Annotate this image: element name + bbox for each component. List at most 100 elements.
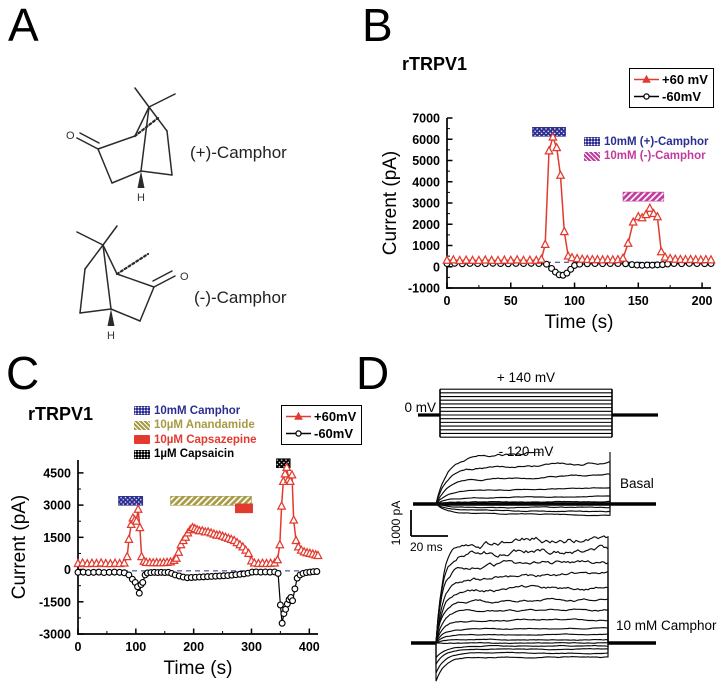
data-marker [124, 534, 134, 544]
data-marker [652, 211, 663, 221]
current-trace [435, 643, 609, 674]
legend-label: -60mV [314, 426, 354, 441]
data-marker [628, 216, 638, 226]
current-trace [435, 641, 609, 645]
data-marker [536, 253, 547, 263]
data-marker [278, 619, 286, 627]
legend-label: 10mM (-)-Camphor [604, 150, 706, 163]
data-marker [276, 601, 284, 609]
current-trace [435, 559, 609, 643]
data-marker [173, 546, 184, 556]
panel-a-label: A [8, 0, 39, 51]
legend-item: -60mV [285, 425, 356, 442]
x-tick-label: 50 [504, 294, 518, 308]
data-marker [499, 254, 510, 264]
legend-swatch [134, 420, 150, 430]
data-marker [442, 254, 452, 264]
legend-label: -60mV [662, 89, 702, 104]
current-trace [435, 503, 611, 509]
data-marker [135, 589, 143, 597]
y-axis-label: Current (pA) [380, 151, 401, 256]
data-marker [648, 208, 659, 218]
drug-application-bar [118, 496, 144, 506]
data-marker [448, 254, 459, 264]
data-marker [243, 548, 254, 557]
data-marker [641, 209, 651, 219]
legend-item: +60mV [285, 408, 356, 425]
current-trace [435, 500, 611, 505]
data-marker [180, 531, 191, 541]
data-marker [706, 254, 716, 264]
voltage-trace-legend: +60mV -60mV [281, 405, 363, 445]
drug-application-bar [532, 127, 566, 137]
current-scale-label: 1000 pA [389, 501, 403, 546]
drug-application-bar [170, 496, 252, 506]
data-marker [455, 255, 465, 265]
legend-item: 10µM Capsazepine [134, 433, 257, 447]
hydrogen-atom-label: H [107, 330, 115, 342]
data-marker [285, 476, 295, 486]
wedge-bond [137, 171, 145, 188]
current-trace [435, 608, 609, 643]
current-trace [435, 638, 609, 644]
data-marker [548, 131, 558, 141]
legend-item: 10mM (+)-Camphor [584, 135, 708, 149]
protocol-top-voltage-label: + 140 mV [497, 370, 555, 385]
data-marker [474, 255, 484, 265]
oxygen-atom-label: O [66, 130, 75, 142]
legend-swatch [584, 151, 600, 161]
legend-item: +60 mV [633, 71, 708, 88]
x-tick-label: 100 [125, 640, 146, 654]
y-tick-label: -1000 [408, 282, 440, 296]
triangle-marker-glyph [286, 411, 311, 420]
current-trace [435, 452, 611, 505]
x-tick-label: 0 [75, 640, 82, 654]
data-marker [313, 568, 321, 575]
data-marker [506, 254, 516, 264]
timecourse-chart-b: -1000 0 1000 2000 3000 4000 5000 6000 7000 0 50 100… [380, 112, 716, 333]
data-marker [135, 522, 145, 532]
data-marker [287, 469, 297, 479]
current-trace [435, 584, 609, 645]
circle-marker-glyph [634, 93, 659, 100]
x-tick-label: 0 [444, 294, 451, 308]
data-marker [276, 500, 287, 510]
y-tick-label: 0 [433, 260, 440, 274]
data-marker [567, 252, 577, 262]
legend-label: +60mV [314, 409, 357, 424]
current-trace [435, 460, 611, 504]
current-trace [435, 473, 611, 505]
data-marker [282, 462, 292, 472]
current-trace [435, 495, 611, 505]
molecule-structure-minus-camphor: O H [76, 225, 189, 342]
legend-label: 10µM Anandamide [154, 419, 255, 432]
molecule-name-plus-camphor: (+)-Camphor [190, 143, 287, 162]
wedge-bond [107, 309, 115, 326]
current-trace [435, 503, 611, 513]
x-tick-label: 300 [241, 640, 262, 654]
current-trace [435, 570, 609, 644]
current-trace [435, 633, 609, 645]
y-tick-label: 7000 [412, 112, 440, 126]
legend-swatch [134, 435, 150, 445]
legend-swatch [134, 406, 150, 416]
legend-swatch [134, 449, 150, 459]
data-marker [559, 226, 570, 236]
drug-application-legend: 10mM (+)-Camphor 10mM (-)-Camphor [584, 135, 708, 163]
data-marker [544, 145, 554, 155]
data-marker [512, 254, 522, 264]
data-marker [291, 585, 299, 593]
data-marker [480, 254, 490, 264]
camphor-current-traces: 10 mM Camphor [411, 535, 717, 682]
current-trace [435, 535, 609, 644]
data-marker [660, 251, 670, 261]
drug-application-bar [235, 503, 253, 514]
data-marker [176, 539, 186, 549]
panel-c-label: C [6, 347, 40, 399]
y-tick-label: 3000 [43, 499, 71, 513]
data-marker [555, 169, 566, 179]
basal-current-traces: Basal [413, 452, 656, 517]
current-trace [435, 597, 609, 643]
y-tick-label: 3000 [412, 197, 440, 211]
data-marker [171, 552, 182, 562]
